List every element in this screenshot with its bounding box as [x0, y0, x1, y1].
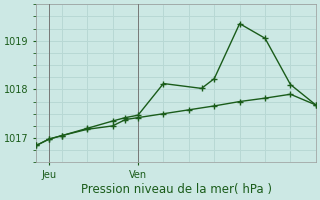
X-axis label: Pression niveau de la mer( hPa ): Pression niveau de la mer( hPa )	[81, 183, 272, 196]
